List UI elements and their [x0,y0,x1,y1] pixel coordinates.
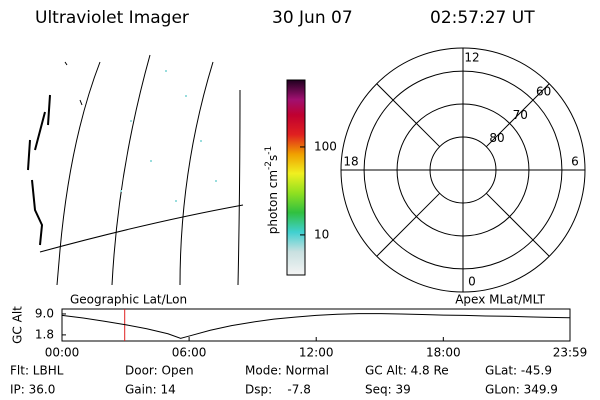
footer-field: Door: Open [125,364,194,378]
footer-field: GC Alt: 4.8 Re [365,364,449,378]
label-text: photon cm [266,170,280,234]
label-exp: -1 [264,146,274,155]
footer-field: IP: 36.0 [10,383,55,397]
lat-label: 80 [489,131,504,145]
lat-label: 60 [536,85,551,99]
polar-outer [340,47,586,293]
footer-field: Dsp: -7.8 [245,383,311,397]
colorbar-tick-label: 10 [314,227,329,241]
footer-field: Gain: 14 [125,383,176,397]
time: 02:57:27 UT [430,8,535,28]
x-tick-label: 00:00 [45,346,80,360]
footer-field: Seq: 39 [365,383,411,397]
x-tick-label: 18:00 [426,346,461,360]
y-tick-label: 1.8 [35,327,54,341]
mlt-label: 18 [343,155,358,169]
footer-field: Mode: Normal [245,364,329,378]
footer-field: GLon: 349.9 [485,383,558,397]
lat-label: 70 [513,108,528,122]
footer-field: Flt: LBHL [10,364,64,378]
colorbar [286,79,306,276]
date: 30 Jun 07 [272,8,353,28]
x-tick-label: 06:00 [172,346,207,360]
lat-circle [363,70,563,270]
colorbar-tick-label: 100 [314,139,337,153]
polar-diagonal [376,192,441,257]
lat-circle [396,103,530,237]
polar-diagonal [485,192,550,257]
plot-title-right: Apex MLat/MLT [455,293,545,307]
map [27,54,244,286]
lat-circle [429,136,497,204]
polar-diagonal [485,83,550,148]
altitude-line [61,313,571,339]
mlt-label: 6 [571,155,579,169]
y-tick-label: 9.0 [35,306,54,320]
y-axis-label: GC Alt [11,306,25,344]
polar-diagonal [376,83,441,148]
mlt-label: 0 [468,275,476,289]
x-tick-label: 12:00 [299,346,334,360]
mlt-label: 12 [464,51,479,65]
plot-title-left: Geographic Lat/Lon [70,293,187,307]
label-exp: -2 [264,161,274,170]
title: Ultraviolet Imager [35,8,189,28]
label-text: s [266,155,280,161]
colorbar-label: photon cm-2s-1 [264,146,280,235]
polar-frame [341,48,585,292]
x-tick-label: 23:59 [553,346,588,360]
plot-frame [61,308,571,342]
footer-field: GLat: -45.9 [485,364,552,378]
